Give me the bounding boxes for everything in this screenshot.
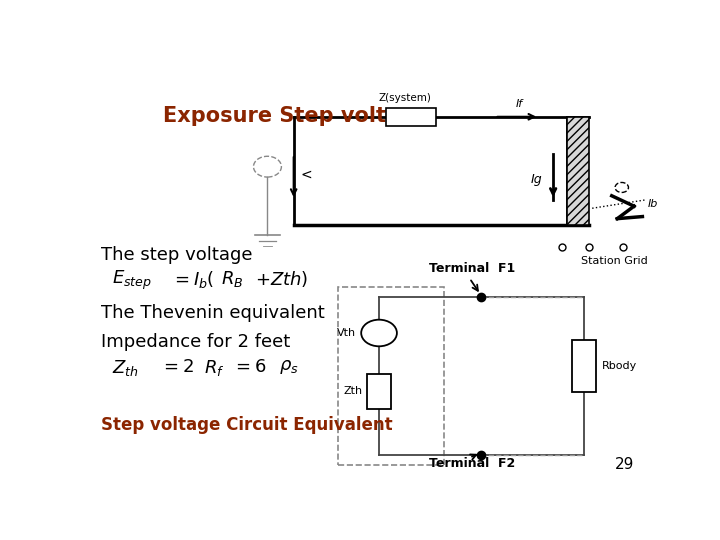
Polygon shape bbox=[567, 117, 590, 225]
Text: Exposure Step voltage: Exposure Step voltage bbox=[163, 106, 428, 126]
Polygon shape bbox=[572, 341, 596, 392]
Text: $Z_{th}$: $Z_{th}$ bbox=[112, 358, 139, 378]
Text: Z(system): Z(system) bbox=[379, 93, 432, 104]
Circle shape bbox=[361, 320, 397, 346]
Text: Rbody: Rbody bbox=[602, 361, 637, 372]
Polygon shape bbox=[366, 374, 392, 409]
Text: 29: 29 bbox=[615, 457, 634, 472]
Polygon shape bbox=[386, 107, 436, 126]
Text: Ig: Ig bbox=[531, 173, 542, 186]
Text: Station Grid: Station Grid bbox=[581, 255, 648, 266]
Text: Vth: Vth bbox=[336, 328, 356, 338]
Text: Impedance for 2 feet: Impedance for 2 feet bbox=[101, 333, 290, 351]
Text: Terminal  F2: Terminal F2 bbox=[429, 457, 516, 470]
Text: Zth: Zth bbox=[343, 386, 362, 396]
Text: $=  2$: $= 2$ bbox=[160, 358, 194, 376]
Text: Ib: Ib bbox=[648, 199, 658, 209]
Text: $R_f$: $R_f$ bbox=[204, 358, 225, 378]
Text: <: < bbox=[300, 168, 312, 182]
Text: $E_{step}$: $E_{step}$ bbox=[112, 268, 153, 292]
Text: The Thevenin equivalent: The Thevenin equivalent bbox=[101, 304, 325, 322]
Text: $+Zth)$: $+Zth)$ bbox=[255, 268, 308, 288]
Text: $=  6$: $= 6$ bbox=[233, 358, 266, 376]
Text: If: If bbox=[516, 99, 523, 109]
Text: $= I_b($: $= I_b($ bbox=[171, 268, 215, 289]
Text: Terminal  F1: Terminal F1 bbox=[429, 262, 516, 275]
Text: Step voltage Circuit Equivalent: Step voltage Circuit Equivalent bbox=[101, 416, 393, 434]
Text: The step voltage: The step voltage bbox=[101, 246, 253, 264]
Text: $R_B$: $R_B$ bbox=[221, 268, 243, 288]
Text: $\rho_s$: $\rho_s$ bbox=[279, 358, 298, 376]
